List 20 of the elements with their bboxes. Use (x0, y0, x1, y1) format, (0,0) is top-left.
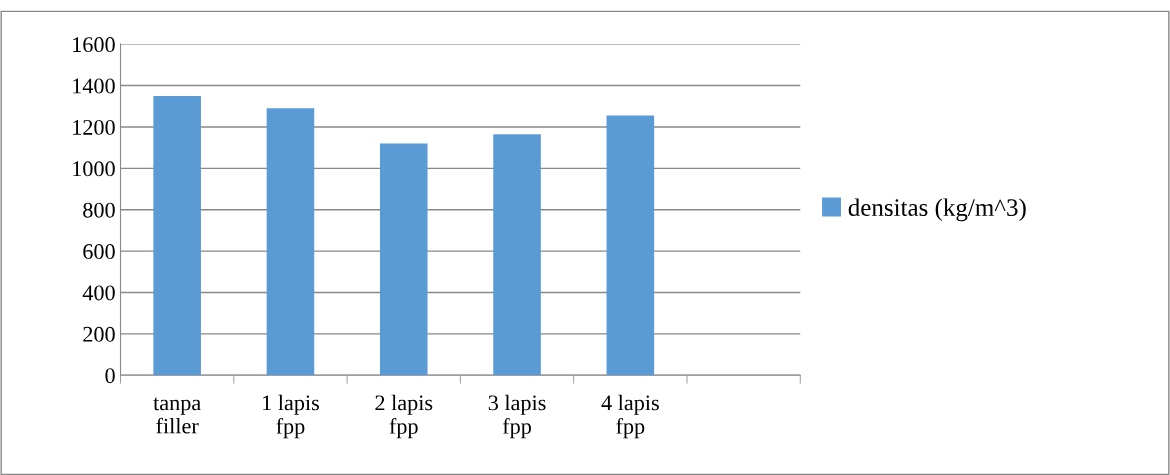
bar (153, 95, 201, 376)
y-tick-label: 1600 (73, 37, 115, 53)
bar (379, 143, 428, 376)
y-tick-label: 1000 (73, 161, 115, 177)
x-tick-label: 4 lapis fpp (601, 394, 659, 439)
x-tick-label: tanpa filler (153, 397, 201, 434)
legend-label: densitas (kg/m^3) (848, 198, 1026, 222)
bar (606, 115, 655, 376)
x-tick-label: 2 lapis fpp (375, 394, 433, 439)
y-tick-label: 400 (82, 285, 115, 301)
y-tick-label: 800 (83, 202, 115, 218)
x-tick-label: 3 lapis fpp (488, 394, 546, 439)
bar (493, 134, 541, 376)
y-tick-label: 1400 (73, 78, 115, 94)
bar (266, 108, 315, 376)
y-tick-label: 0 (105, 368, 115, 384)
y-tick-label: 1200 (73, 119, 115, 135)
y-tick-label: 200 (83, 326, 115, 342)
x-tick-label: 1 lapis fpp (263, 394, 319, 439)
y-tick-label: 600 (83, 244, 115, 260)
